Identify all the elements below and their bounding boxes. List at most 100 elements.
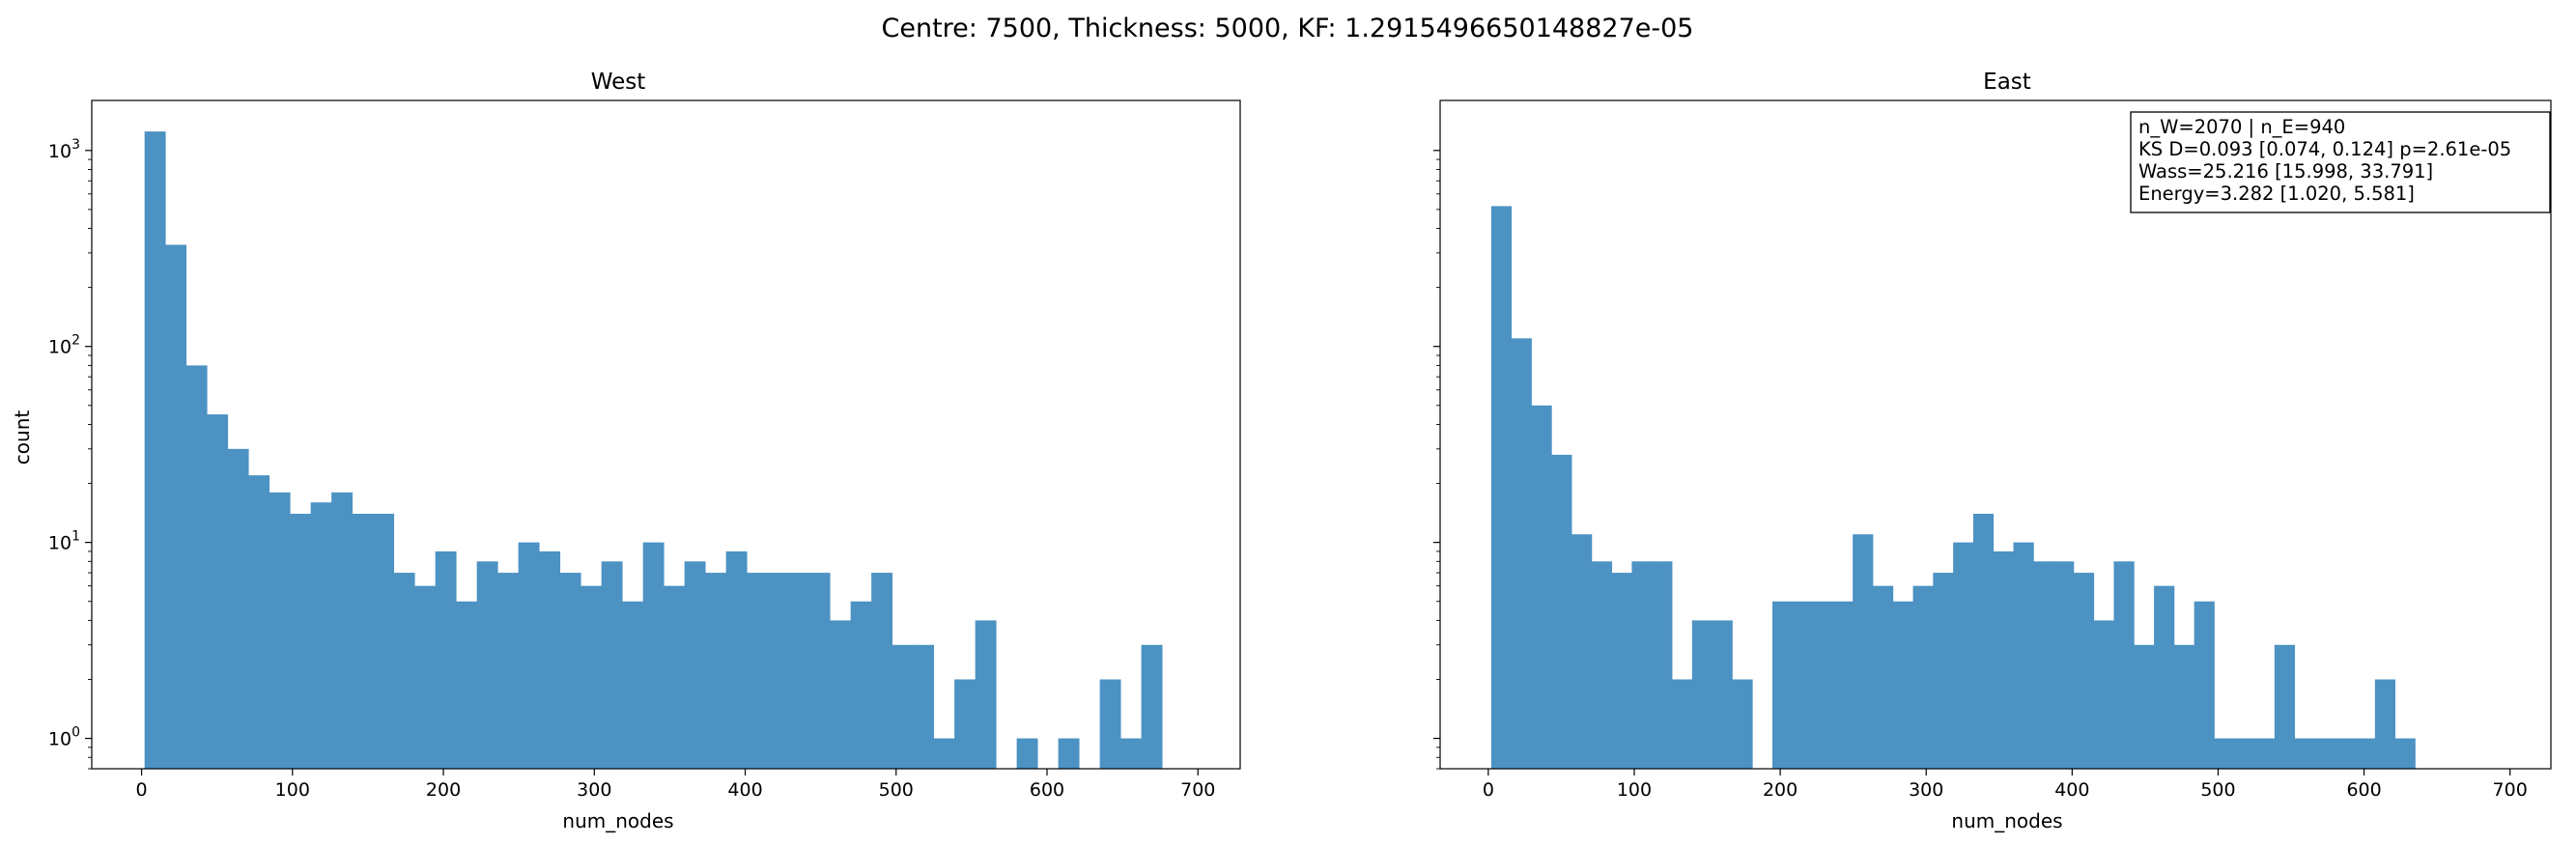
x-tick-label: 600 xyxy=(2346,779,2381,801)
histogram-bar xyxy=(954,679,977,769)
y-tick-label: 103 xyxy=(48,137,80,162)
histogram-bar xyxy=(1912,585,1934,769)
histogram-bar xyxy=(1531,405,1552,769)
histogram-bar xyxy=(2355,738,2376,769)
histogram-bar xyxy=(1141,644,1163,769)
histogram-bar xyxy=(725,550,748,769)
histogram-bar xyxy=(933,738,955,769)
stats-line-wass: Wass=25.216 [15.998, 33.791] xyxy=(2138,160,2433,183)
histogram-bar xyxy=(808,573,831,769)
panel-east-y-axis xyxy=(1433,150,1440,770)
histogram-bar xyxy=(414,585,437,769)
histogram-bar xyxy=(1772,601,1794,769)
histogram-bar xyxy=(705,573,727,769)
histogram-bar xyxy=(393,573,415,769)
histogram-bar xyxy=(1591,561,1613,769)
histogram-bar xyxy=(310,502,332,769)
histogram-bar xyxy=(1933,573,1954,769)
histogram-bar xyxy=(1058,738,1080,769)
x-tick-label: 200 xyxy=(1763,779,1798,801)
histogram-bar xyxy=(1099,679,1121,769)
x-tick-label: 200 xyxy=(426,779,461,801)
x-tick-label: 500 xyxy=(879,779,914,801)
histogram-bar xyxy=(248,475,270,769)
histogram-bar xyxy=(476,561,498,769)
histogram-bar xyxy=(559,573,581,769)
histogram-bar xyxy=(850,601,872,769)
histogram-bar xyxy=(767,573,789,769)
histogram-bar xyxy=(539,550,561,769)
panel-east-bars xyxy=(1490,206,2416,769)
panel-west-ylabel: count xyxy=(11,410,34,465)
histogram-bar xyxy=(1611,573,1632,769)
histogram-bar xyxy=(788,573,810,769)
histogram-bar xyxy=(165,244,187,769)
histogram-bar xyxy=(2154,585,2175,769)
histogram-bar xyxy=(892,644,914,769)
panel-east-frame xyxy=(1439,99,2552,770)
histogram-bar xyxy=(1853,534,1874,769)
panel-west-title: West xyxy=(591,70,646,95)
histogram-bar xyxy=(2394,738,2416,769)
x-tick-label: 700 xyxy=(2493,779,2528,801)
x-tick-label: 400 xyxy=(2054,779,2089,801)
histogram-bar xyxy=(1511,338,1532,769)
histogram-bar xyxy=(1832,601,1854,769)
histogram-bar xyxy=(1551,454,1572,769)
panel-east-x-axis: 0 100 200 300 400 500 600 700 xyxy=(1483,769,2528,801)
histogram-bar xyxy=(2033,561,2054,769)
histogram-bar xyxy=(2374,679,2396,769)
histogram-bar xyxy=(2234,738,2255,769)
histogram-bar xyxy=(144,131,166,769)
histogram-bar xyxy=(185,365,208,769)
x-tick-label: 100 xyxy=(275,779,310,801)
histogram-bar xyxy=(1490,206,1513,769)
panel-east-xlabel: num_nodes xyxy=(1951,809,2062,832)
stats-box: n_W=2070 | n_E=940 KS D=0.093 [0.074, 0.… xyxy=(2130,111,2551,213)
x-tick-label: 700 xyxy=(1180,779,1215,801)
histogram-bar xyxy=(2093,620,2114,769)
histogram-bar xyxy=(2254,738,2276,769)
stats-line-counts: n_W=2070 | n_E=940 xyxy=(2138,116,2345,138)
histogram-bar xyxy=(1892,601,1913,769)
figure-suptitle: Centre: 7500, Thickness: 5000, KF: 1.291… xyxy=(882,14,1694,43)
histogram-bar xyxy=(1652,561,1673,769)
histogram-bar xyxy=(747,573,769,769)
histogram-bar xyxy=(830,620,852,769)
histogram-bar xyxy=(1872,585,1894,769)
histogram-bar xyxy=(2053,561,2075,769)
histogram-bar xyxy=(1712,620,1733,769)
histogram-bar xyxy=(871,573,893,769)
x-tick-label: 300 xyxy=(577,779,611,801)
panel-west-frame xyxy=(91,99,1241,770)
x-tick-label: 0 xyxy=(1483,779,1494,801)
y-tick-label: 101 xyxy=(48,529,80,554)
panel-east: East 0 100 200 300 400 500 600 700 num_nodes n_… xyxy=(1433,70,2552,832)
histogram-bar xyxy=(2335,738,2356,769)
panel-east-title: East xyxy=(1983,70,2031,95)
histogram-bar xyxy=(1672,679,1693,769)
histogram-bar xyxy=(2113,561,2135,769)
histogram-bar xyxy=(2173,644,2195,769)
histogram-bar xyxy=(2134,644,2155,769)
stats-line-ks: KS D=0.093 [0.074, 0.124] p=2.61e-05 xyxy=(2138,138,2511,160)
histogram-bar xyxy=(2274,644,2296,769)
histogram-bar xyxy=(580,585,603,769)
histogram-bar xyxy=(352,513,374,769)
histogram-bar xyxy=(1732,679,1753,769)
histogram-bar xyxy=(1691,620,1713,769)
histogram-bar xyxy=(1993,550,2014,769)
histogram-bar xyxy=(2194,601,2215,769)
histogram-bar xyxy=(290,513,312,769)
histogram-bar xyxy=(518,542,540,769)
histogram-bar xyxy=(1972,513,1995,769)
histogram-bar xyxy=(601,561,623,769)
histogram-bar xyxy=(1812,601,1833,769)
histogram-bar xyxy=(2214,738,2235,769)
y-tick-label: 100 xyxy=(48,725,80,750)
panel-west-y-axis: 100 101 102 103 xyxy=(48,137,92,770)
panel-west-bars xyxy=(144,131,1163,769)
y-tick-label: 102 xyxy=(48,333,80,358)
x-tick-label: 500 xyxy=(2200,779,2235,801)
